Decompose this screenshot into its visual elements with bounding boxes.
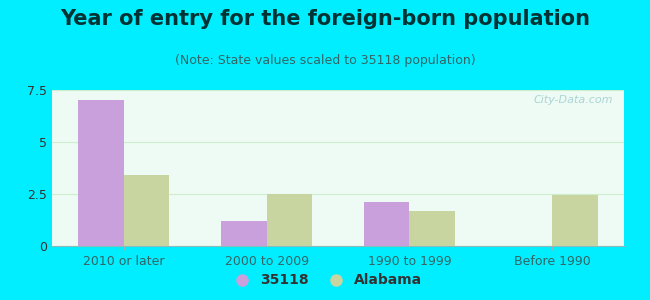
Legend: 35118, Alabama: 35118, Alabama — [222, 268, 428, 293]
Bar — [364, 202, 410, 246]
Text: City-Data.com: City-Data.com — [533, 95, 612, 105]
Bar — [78, 100, 124, 246]
Bar — [410, 211, 455, 246]
Bar — [266, 194, 312, 246]
Text: Year of entry for the foreign-born population: Year of entry for the foreign-born popul… — [60, 9, 590, 29]
Text: (Note: State values scaled to 35118 population): (Note: State values scaled to 35118 popu… — [175, 54, 475, 67]
Bar — [124, 175, 170, 246]
Bar — [221, 221, 266, 246]
Bar — [552, 195, 598, 246]
